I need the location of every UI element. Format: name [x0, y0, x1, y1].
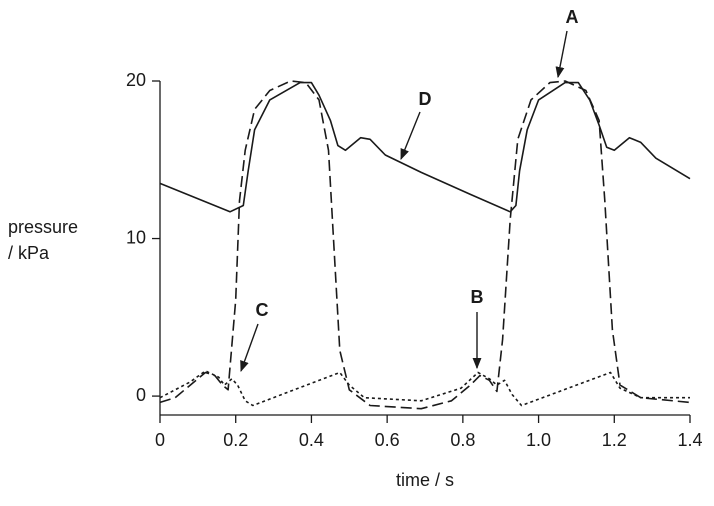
y-tick-label: 20 — [126, 70, 146, 90]
series-line — [159, 81, 691, 213]
x-axis-label: time / s — [396, 470, 454, 490]
y-axis-label: / kPa — [8, 243, 50, 263]
x-tick-label: 0 — [155, 430, 165, 450]
y-axis-label: pressure — [8, 217, 78, 237]
annotation: B — [471, 287, 484, 307]
x-tick-label: 0.8 — [450, 430, 475, 450]
x-tick-label: 1.4 — [677, 430, 702, 450]
annotation: D — [419, 89, 432, 109]
x-tick-label: 0.6 — [375, 430, 400, 450]
annotation-arrow — [400, 111, 421, 161]
annotation-arrow — [240, 323, 259, 373]
annotation: C — [256, 300, 269, 320]
series-line — [159, 370, 690, 407]
series-line — [159, 80, 691, 410]
x-tick-label: 1.0 — [526, 430, 551, 450]
y-tick-label: 10 — [126, 227, 146, 247]
annotation-arrow — [555, 30, 568, 79]
y-tick-label: 0 — [136, 385, 146, 405]
x-tick-label: 0.4 — [299, 430, 324, 450]
x-tick-label: 1.2 — [602, 430, 627, 450]
x-tick-label: 0.2 — [223, 430, 248, 450]
annotation: A — [566, 7, 579, 27]
